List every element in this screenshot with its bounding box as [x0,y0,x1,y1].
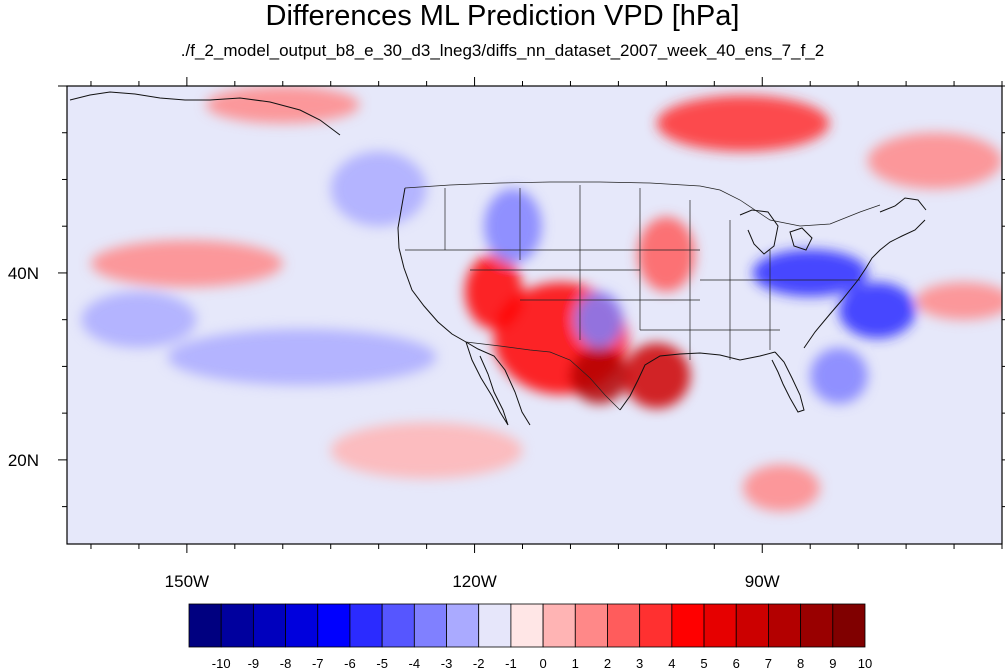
colorbar-box [317,603,351,648]
alaska-coast [69,91,341,136]
us-canada-border [404,181,881,227]
colorbar-label: -8 [280,656,292,671]
colorbar-label: 0 [539,656,546,671]
colorbar-label: -7 [312,656,324,671]
field-region-canada-east [867,132,1002,189]
colorbar-label: -6 [344,656,356,671]
colorbar-label: 1 [572,656,579,671]
colorbar-label: -9 [248,656,260,671]
field-region-pacific-north [330,151,427,227]
field-region-idaho [484,188,542,264]
colorbar: -10 -9 -8 -7 -6 -5 -4 -3 -2 -1 0 1 2 3 4 5 6 7 8 9 10 [188,603,872,671]
colorbar-box [188,603,222,648]
field-region-pacific-band [167,329,437,386]
field-region-atlantic-warm [915,282,1002,320]
colorbar-label: -3 [441,656,453,671]
colorbar-box [832,603,866,648]
field-region-texas [623,343,691,409]
map-frame [66,85,1003,545]
lat-tick-label: 40N [8,264,39,283]
colorbar-box [510,603,544,648]
colorbar-label: -1 [505,656,517,671]
colorbar-box [607,603,641,648]
colorbar-box [735,603,769,648]
colorbar-box [381,603,415,648]
field-region-ohio-valley [752,249,868,297]
us-west-coast [397,187,531,426]
colorbar-label: -4 [409,656,421,671]
lat-tick-label: 20N [8,451,39,470]
colorbar-box [446,603,480,648]
colorbar-box [252,603,286,648]
coastlines [69,91,927,426]
field-region-canada-north [656,95,830,152]
field-region-pacific-west-warm [90,240,283,287]
east-coast [803,219,926,349]
colorbar-box [285,603,319,648]
lon-tick-label: 90W [745,572,780,591]
field-region-alaska-coast [206,86,360,124]
axis-ticks [58,77,1005,553]
colorbar-box [574,603,608,648]
colorbar-box [768,603,802,648]
field-region-caribbean [743,464,820,512]
lon-tick-label: 150W [165,572,209,591]
political-borders [404,181,881,411]
florida-coast [771,351,805,413]
axis-tick-labels: 150W 120W 90W 40N 20N [8,264,780,591]
colorbar-label: 7 [765,656,772,671]
baja-california [465,341,509,426]
colorbar-box [639,603,673,648]
field-region-subtropic-pacific-warm [330,422,523,479]
colorbar-label: 9 [829,656,836,671]
colorbar-box [800,603,834,648]
colorbar-label: -5 [376,656,388,671]
colorbar-box [671,603,705,648]
colorbar-label: 5 [700,656,707,671]
colorbar-label: 6 [733,656,740,671]
us-state-lines [405,185,860,360]
lon-tick-label: 120W [452,572,496,591]
gulf-coast [619,351,776,411]
colorbar-label: 3 [636,656,643,671]
difference-field [81,86,1002,512]
field-region-great-plains [637,216,696,292]
colorbar-label: 2 [604,656,611,671]
great-lakes [739,209,813,255]
field-region-pacific-band-west [81,291,197,348]
map-subtitle: ./f_2_model_output_b8_e_30_d3_lneg3/diff… [180,41,825,60]
field-region-mexico-sierra [570,347,628,404]
colorbar-box [703,603,737,648]
field-region-appalachia [838,282,916,339]
colorbar-box [542,603,576,648]
colorbar-label: 10 [858,656,872,671]
colorbar-label: 8 [797,656,804,671]
field-region-florida [810,347,868,404]
canada-southeast-coast [879,197,927,213]
us-mexico-border [465,341,621,411]
colorbar-label: -2 [473,656,485,671]
colorbar-box [349,603,383,648]
colorbar-label: -10 [212,656,231,671]
colorbar-box [220,603,254,648]
field-region-utah-arizona [575,291,624,348]
colorbar-box [478,603,512,648]
field-region-california [464,254,523,330]
colorbar-label: 4 [668,656,675,671]
colorbar-box [413,603,447,648]
map-title: Differences ML Prediction VPD [hPa] [265,0,740,32]
